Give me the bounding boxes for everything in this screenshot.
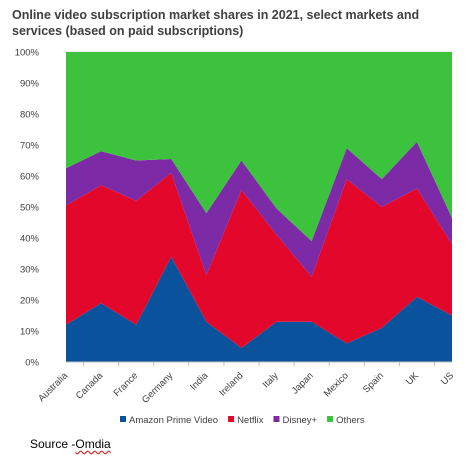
chart-title-line-1: Online video subscription market shares … (12, 8, 420, 22)
y-tick-label: 50% (20, 203, 40, 214)
y-tick-label: 100% (15, 48, 40, 59)
legend-label: Netflix (237, 415, 264, 426)
y-tick-label: 40% (20, 234, 40, 245)
source-note: Source -Omdia (30, 437, 111, 451)
x-tick-label: UK (404, 370, 422, 388)
y-tick-label: 20% (20, 296, 40, 307)
series-areas (66, 52, 452, 362)
x-tick-label: Ireland (217, 370, 245, 398)
x-tick-label: Mexico (322, 370, 351, 399)
legend-swatch (120, 416, 126, 422)
legend-label: Disney+ (282, 415, 317, 426)
y-tick-labels: 0% 10% 20% 30% 40% 50% 60% 70% 80% 90% 100% (15, 48, 40, 369)
y-tick-label: 60% (20, 172, 40, 183)
x-tick-label: Spain (361, 370, 386, 395)
y-tick-label: 10% (20, 327, 40, 338)
x-tick-label: Japan (290, 370, 316, 396)
axes (66, 361, 452, 366)
area-disney (66, 141, 452, 277)
x-tick-label: India (188, 370, 211, 393)
area-netflix (66, 172, 452, 349)
x-tick-label: Italy (261, 370, 281, 390)
legend-swatch (327, 416, 334, 422)
source-prefix: Source - (30, 437, 76, 451)
y-tick-label: 0% (25, 358, 39, 369)
chart-title-line-2: services (based on paid subscriptions) (12, 24, 244, 38)
x-tick-label: France (112, 370, 141, 399)
legend: Amazon Prime Video Netflix Disney+ Others (120, 415, 365, 426)
x-tick-label: Australia (36, 370, 70, 404)
y-tick-label: 70% (20, 141, 40, 152)
y-tick-label: 80% (20, 110, 40, 121)
x-tick-label: US (439, 370, 456, 387)
y-tick-label: 90% (20, 79, 40, 90)
area-amazon-prime-video (66, 256, 452, 362)
legend-swatch (273, 416, 280, 422)
area-others (66, 52, 452, 242)
legend-swatch (228, 416, 235, 422)
x-tick-label: Canada (74, 370, 106, 402)
y-tick-label: 30% (20, 265, 40, 276)
legend-label: Amazon Prime Video (129, 415, 218, 426)
x-tick-label: Germany (140, 370, 176, 406)
legend-label: Others (336, 415, 365, 426)
x-tick-labels: Australia Canada France Germany India Ireland… (36, 370, 456, 406)
source-name: Omdia (75, 437, 111, 451)
chart-title: Online video subscription market shares … (12, 7, 452, 39)
